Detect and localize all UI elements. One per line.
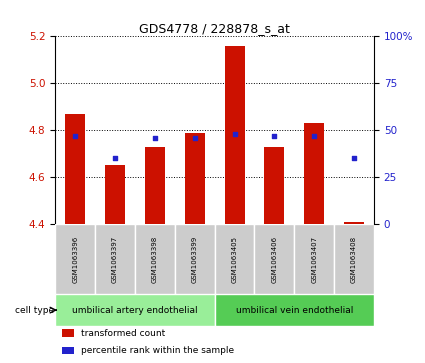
Text: umbilical artery endothelial: umbilical artery endothelial bbox=[72, 306, 198, 315]
Bar bbox=[294, 224, 334, 294]
Bar bbox=[62, 347, 74, 354]
Text: umbilical vein endothelial: umbilical vein endothelial bbox=[235, 306, 353, 315]
Title: GDS4778 / 228878_s_at: GDS4778 / 228878_s_at bbox=[139, 22, 290, 35]
Text: GSM1063405: GSM1063405 bbox=[232, 236, 238, 283]
Bar bbox=[334, 224, 374, 294]
Bar bbox=[135, 224, 175, 294]
Text: cell type: cell type bbox=[15, 306, 54, 315]
Bar bbox=[344, 222, 364, 224]
Text: transformed count: transformed count bbox=[81, 329, 165, 338]
Text: percentile rank within the sample: percentile rank within the sample bbox=[81, 346, 234, 355]
Point bbox=[151, 135, 158, 141]
Bar bbox=[95, 224, 135, 294]
Bar bbox=[175, 224, 215, 294]
Point bbox=[72, 133, 79, 139]
Point bbox=[231, 131, 238, 137]
Bar bbox=[215, 294, 374, 326]
Bar bbox=[255, 224, 294, 294]
Point bbox=[191, 135, 198, 141]
Bar bbox=[65, 114, 85, 224]
Point bbox=[112, 155, 119, 161]
Point bbox=[271, 133, 278, 139]
Text: GSM1063407: GSM1063407 bbox=[311, 236, 317, 283]
Text: GSM1063406: GSM1063406 bbox=[272, 236, 278, 283]
Point bbox=[311, 133, 317, 139]
Bar bbox=[264, 147, 284, 224]
Point bbox=[351, 155, 357, 161]
Bar bbox=[304, 123, 324, 224]
Text: GSM1063397: GSM1063397 bbox=[112, 236, 118, 283]
Bar bbox=[55, 294, 215, 326]
Bar bbox=[224, 46, 244, 224]
Bar bbox=[145, 147, 165, 224]
Text: GSM1063399: GSM1063399 bbox=[192, 236, 198, 283]
Bar bbox=[185, 132, 205, 224]
Bar bbox=[215, 224, 255, 294]
Bar bbox=[105, 166, 125, 224]
Text: GSM1063396: GSM1063396 bbox=[72, 236, 78, 283]
Bar bbox=[55, 224, 95, 294]
Bar bbox=[62, 329, 74, 337]
Text: GSM1063408: GSM1063408 bbox=[351, 236, 357, 283]
Text: GSM1063398: GSM1063398 bbox=[152, 236, 158, 283]
